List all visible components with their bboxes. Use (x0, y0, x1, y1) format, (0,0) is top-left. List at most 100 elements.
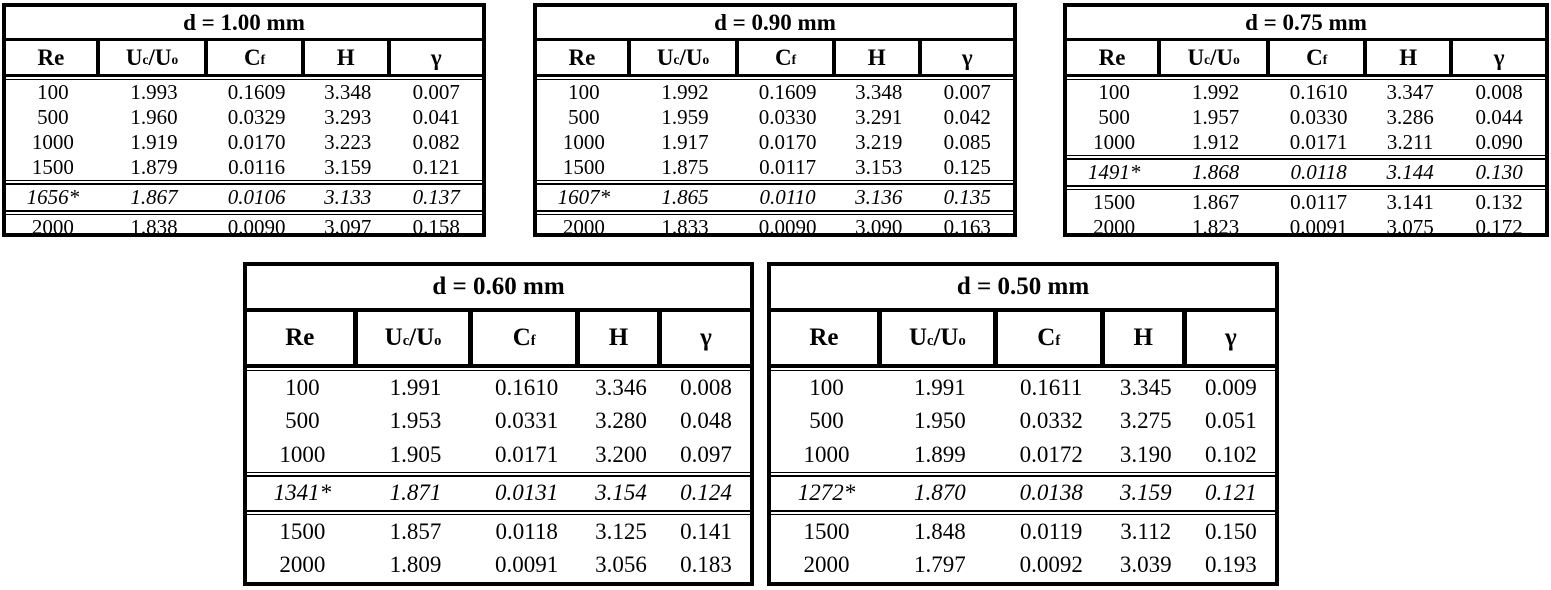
table-title: d = 0.75 mm (1067, 7, 1545, 41)
cell-gamma: 0.085 (943, 130, 991, 154)
column-header-h: H (1367, 41, 1454, 74)
cell-cf: 0.0171 (1289, 130, 1348, 154)
column-header-h: H (580, 312, 662, 364)
data-row: 2000 1.838 0.0090 3.097 0.158 (6, 215, 482, 240)
cell-re: 500 (1098, 105, 1130, 129)
cell-uc-uo: 1.992 (661, 80, 709, 104)
cell-re: 1341* (273, 480, 332, 506)
critical-re-row: 1607* 1.865 0.0110 3.136 0.135 (537, 185, 1013, 210)
cell-gamma: 0.009 (1204, 374, 1257, 400)
cell-uc-uo: 1.867 (130, 185, 178, 209)
column-header-text: /U (679, 44, 703, 70)
header-underline-rule (247, 368, 750, 371)
column-header-text: Re (809, 324, 839, 351)
cell-cf: 0.1610 (495, 374, 559, 400)
data-row: 1000 1.919 0.0170 3.223 0.082 (6, 130, 482, 155)
critical-re-row: 1491* 1.868 0.0118 3.144 0.130 (1067, 160, 1545, 185)
cell-uc-uo: 1.959 (661, 105, 709, 129)
cell-uc-uo: 1.809 (389, 552, 442, 578)
cell-cf: 0.0106 (227, 185, 286, 209)
cell-h: 3.348 (855, 80, 903, 104)
cell-gamma: 0.048 (680, 408, 732, 434)
cell-cf: 0.1611 (1020, 374, 1083, 400)
cell-h: 3.112 (1120, 518, 1172, 544)
data-row: 100 1.991 0.1610 3.346 0.008 (247, 371, 750, 405)
column-header-text: C (512, 324, 531, 351)
cell-gamma: 0.125 (943, 155, 991, 179)
data-row: 1500 1.857 0.0118 3.125 0.141 (247, 515, 750, 549)
column-header-text: H (336, 44, 355, 70)
cell-uc-uo: 1.991 (913, 374, 966, 400)
data-row: 1000 1.917 0.0170 3.219 0.085 (537, 130, 1013, 155)
column-header-gamma: γ (1187, 312, 1275, 364)
cell-gamma: 0.121 (1204, 480, 1257, 506)
table-body: 100 1.991 0.1611 3.345 0.009 500 1.950 0.0332 3.… (771, 371, 1275, 582)
cell-gamma: 0.172 (1475, 215, 1523, 239)
cell-h: 3.275 (1119, 408, 1172, 434)
cell-uc-uo: 1.912 (1192, 130, 1240, 154)
cell-gamma: 0.193 (1204, 552, 1257, 578)
column-header-text: U (384, 324, 403, 351)
data-row: 500 1.953 0.0331 3.280 0.048 (247, 405, 750, 439)
cell-re: 1000 (31, 130, 74, 154)
cell-cf: 0.0117 (1290, 190, 1348, 214)
column-header-text: U (656, 44, 674, 70)
cell-cf: 0.0091 (495, 552, 559, 578)
cell-gamma: 0.090 (1475, 130, 1523, 154)
cell-re: 500 (37, 105, 69, 129)
cell-cf: 0.0090 (227, 215, 286, 239)
cell-re: 500 (568, 105, 600, 129)
double-rule (247, 510, 750, 515)
column-header-text: U (1187, 44, 1205, 70)
table-body: 100 1.992 0.1609 3.348 0.007 500 1.959 0.0330 3.… (537, 80, 1013, 240)
column-header-gamma: γ (662, 312, 750, 364)
column-header-text: Re (1098, 44, 1126, 70)
cell-h: 3.346 (595, 374, 647, 400)
cell-re: 2000 (1093, 215, 1136, 239)
cell-uc-uo: 1.797 (913, 552, 966, 578)
cell-h: 3.280 (595, 408, 647, 434)
cell-gamma: 0.097 (680, 441, 732, 467)
data-row: 500 1.957 0.0330 3.286 0.044 (1067, 105, 1545, 130)
column-header-re: Re (771, 312, 882, 364)
cell-re: 1000 (803, 441, 850, 467)
cell-uc-uo: 1.823 (1192, 215, 1240, 239)
data-row: 1500 1.867 0.0117 3.141 0.132 (1067, 190, 1545, 215)
cell-cf: 0.0118 (495, 518, 558, 544)
cell-h: 3.211 (1386, 130, 1434, 154)
cell-gamma: 0.163 (943, 215, 991, 239)
double-rule (6, 180, 482, 185)
cell-uc-uo: 1.838 (130, 215, 178, 239)
cell-uc-uo: 1.870 (913, 480, 966, 506)
column-header-text: /U (409, 324, 435, 351)
cell-cf: 0.0138 (1019, 480, 1083, 506)
column-header-text: H (1399, 44, 1418, 70)
cell-h: 3.039 (1119, 552, 1172, 578)
data-row: 1000 1.899 0.0172 3.190 0.102 (771, 438, 1275, 472)
double-rule (537, 210, 1013, 215)
column-header-text: C (1037, 324, 1056, 351)
data-row: 2000 1.809 0.0091 3.056 0.183 (247, 549, 750, 583)
cell-re: 1607* (557, 185, 611, 209)
cell-re: 100 (809, 374, 844, 400)
cell-re: 2000 (31, 215, 74, 239)
column-header-gamma: γ (391, 41, 482, 74)
cell-re: 2000 (279, 552, 326, 578)
double-rule (771, 471, 1275, 477)
cell-cf: 0.1609 (227, 80, 286, 104)
cell-cf: 0.0330 (1289, 105, 1348, 129)
column-header-text: /U (148, 44, 172, 70)
cell-cf: 0.0172 (1019, 441, 1083, 467)
cell-gamma: 0.183 (680, 552, 732, 578)
cell-uc-uo: 1.950 (913, 408, 966, 434)
cell-uc-uo: 1.993 (130, 80, 178, 104)
